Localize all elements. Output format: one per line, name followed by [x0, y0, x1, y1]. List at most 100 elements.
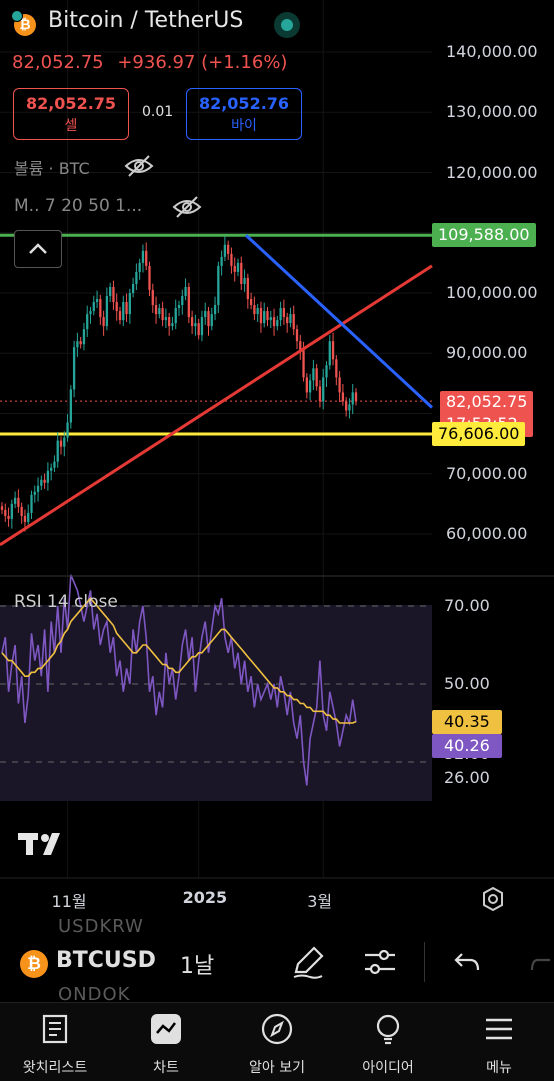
candle-body	[322, 377, 325, 402]
candle-body	[148, 265, 151, 290]
toolbar-divider	[424, 942, 425, 982]
price-axis-label: 140,000.00	[446, 42, 538, 61]
interval-button[interactable]: 1날	[180, 954, 215, 979]
candle-body	[266, 311, 269, 321]
undo-icon[interactable]	[452, 948, 484, 978]
rsi-line	[1, 574, 357, 786]
candle-body	[331, 341, 335, 360]
price-axis-label: 70,000.00	[446, 463, 528, 483]
candle-body	[184, 286, 187, 297]
ghost-symbol-top: USDKRW	[58, 916, 144, 937]
candle-body	[292, 314, 295, 330]
nav-explore-label: 알아 보기	[249, 1060, 305, 1076]
sell-button[interactable]: 82,052.75 셀	[13, 88, 129, 140]
candle-body	[249, 299, 253, 306]
candle-body	[276, 320, 279, 327]
sell-label: 셀	[64, 118, 78, 134]
nav-ideas-label: 아이디어	[362, 1060, 414, 1076]
candle-body	[109, 286, 112, 297]
candle-body	[112, 286, 115, 303]
rsi-band-background	[0, 605, 432, 801]
nav-explore[interactable]: 알아 보기	[222, 1003, 332, 1081]
eye-hidden-icon[interactable]	[172, 195, 202, 219]
candle-body	[302, 350, 305, 378]
bitcoin-symbol-icon[interactable]: ₿	[20, 950, 48, 978]
candle-body	[20, 506, 23, 516]
redo-icon[interactable]	[528, 948, 554, 978]
rsi-axis-label: 70.00	[444, 596, 490, 615]
candle-body	[46, 470, 50, 483]
nav-watchlist-label: 왓치리스트	[22, 1060, 88, 1076]
candle-body	[27, 512, 30, 522]
nav-chart[interactable]: 차트	[111, 1003, 221, 1081]
rsi-ma-line	[1, 596, 357, 724]
candle-body	[345, 401, 348, 411]
volume-indicator-label[interactable]: 볼륨 · BTC	[14, 159, 90, 178]
candle-body	[230, 253, 233, 266]
candle-body	[351, 392, 354, 405]
candle-body	[220, 256, 223, 266]
time-axis-label: 2025	[182, 888, 228, 907]
candle-body	[10, 503, 13, 519]
price-summary: 82,052.75 +936.97 (+1.16%)	[12, 52, 287, 73]
candle-body	[243, 277, 246, 284]
candle-body	[315, 368, 318, 387]
candle-body	[53, 461, 56, 468]
collapse-legend-button[interactable]	[14, 230, 62, 268]
candle-body	[23, 515, 27, 522]
candle-body	[341, 392, 345, 402]
symbol-title[interactable]: Bitcoin / TetherUS	[48, 8, 244, 33]
nav-menu[interactable]: 메뉴	[444, 1003, 554, 1081]
pencil-draw-icon[interactable]	[290, 944, 326, 980]
chart-canvas[interactable]	[0, 0, 554, 920]
candle-body	[308, 380, 312, 393]
eye-hidden-icon[interactable]	[124, 154, 154, 178]
candle-body	[233, 265, 236, 272]
candle-body	[171, 323, 174, 327]
symbol-search-button[interactable]: BTCUSD	[56, 948, 156, 973]
candle-body	[164, 317, 168, 321]
rsi-guide-lines	[0, 605, 432, 763]
candle-body	[128, 293, 131, 315]
candle-body	[95, 299, 99, 303]
candle-body	[236, 262, 240, 272]
candle-body	[318, 386, 322, 402]
candle-body	[328, 341, 331, 366]
price-tag: 109,588.00	[432, 223, 536, 248]
candle-body	[50, 467, 53, 471]
indicators-sliders-icon[interactable]	[362, 944, 398, 980]
time-axis-label: 3월	[307, 892, 333, 911]
tradingview-logo-icon	[18, 830, 68, 862]
candle-body	[138, 262, 141, 272]
candle-body	[40, 479, 43, 486]
market-open-icon[interactable]	[274, 12, 300, 38]
candle-body	[286, 317, 289, 324]
candle-body	[86, 314, 89, 330]
watchlist-icon	[42, 1014, 68, 1044]
candle-body	[210, 314, 213, 327]
candle-body	[43, 479, 46, 483]
candle-body	[36, 485, 40, 492]
candle-body	[0, 506, 4, 510]
buy-button[interactable]: 82,052.76 바이	[186, 88, 302, 140]
candle-body	[30, 494, 33, 513]
candle-body	[145, 250, 148, 266]
nav-ideas[interactable]: 아이디어	[333, 1003, 443, 1081]
rsi-axis-label: 26.00	[444, 767, 490, 787]
candle-body	[4, 509, 7, 516]
candle-body	[13, 497, 17, 504]
moving-average-label[interactable]: M.. 7 20 50 1...	[14, 196, 143, 216]
rsi-indicator-label[interactable]: RSI 14 close	[14, 592, 118, 612]
last-price-tag-value: 82,052.75	[446, 392, 528, 412]
settings-gear-icon[interactable]	[480, 886, 506, 912]
spread-value: 0.01	[142, 104, 174, 120]
buy-label: 바이	[231, 118, 257, 134]
candle-body	[131, 283, 135, 293]
nav-menu-label: 메뉴	[486, 1060, 512, 1076]
chevron-up-icon	[29, 243, 47, 254]
candle-body	[135, 271, 138, 284]
candle-body	[168, 317, 171, 327]
nav-watchlist[interactable]: 왓치리스트	[0, 1003, 110, 1081]
candle-body	[99, 299, 102, 318]
candle-body	[177, 305, 181, 309]
